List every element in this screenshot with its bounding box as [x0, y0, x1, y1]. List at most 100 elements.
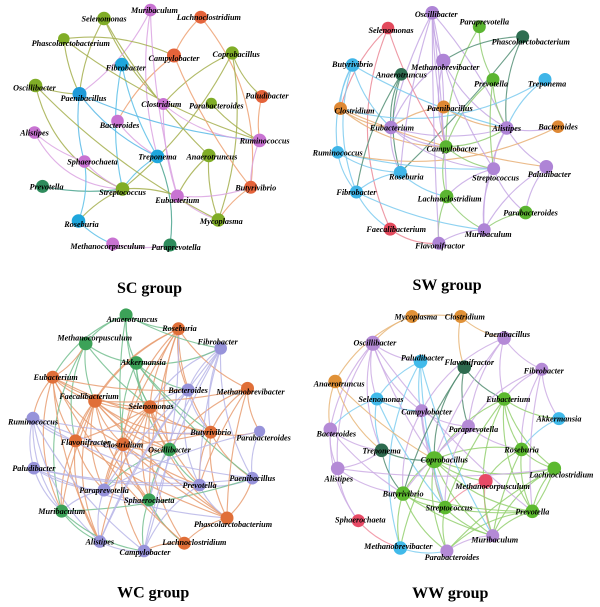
svg-text:Methanobrevibacter: Methanobrevibacter: [410, 63, 480, 72]
svg-text:Campylobacter: Campylobacter: [427, 145, 479, 154]
svg-text:Sphaerochaeta: Sphaerochaeta: [67, 158, 118, 167]
svg-text:Alistipes: Alistipes: [491, 124, 521, 133]
svg-text:Selenomonas: Selenomonas: [368, 26, 413, 35]
svg-text:Butyrivibrio: Butyrivibrio: [331, 60, 373, 69]
svg-text:Ruminococcus: Ruminococcus: [312, 148, 363, 157]
svg-text:Clostridium: Clostridium: [445, 313, 485, 322]
svg-text:Lachnoclostridium: Lachnoclostridium: [161, 538, 226, 547]
svg-text:Eubacterium: Eubacterium: [154, 196, 199, 205]
svg-text:Paludibacter: Paludibacter: [12, 464, 56, 473]
svg-text:Butyrivibrio: Butyrivibrio: [382, 490, 424, 499]
svg-text:Eubacterium: Eubacterium: [485, 395, 530, 404]
svg-text:Methanobrevibacter: Methanobrevibacter: [363, 542, 433, 551]
svg-text:Mycoplasma: Mycoplasma: [199, 217, 243, 226]
svg-text:Paludibacter: Paludibacter: [401, 354, 445, 363]
svg-text:Methanocorpusculum: Methanocorpusculum: [69, 242, 145, 251]
svg-text:Prevotella: Prevotella: [182, 481, 216, 490]
svg-text:Treponema: Treponema: [138, 152, 176, 161]
svg-text:Butyrivibrio: Butyrivibrio: [189, 428, 231, 437]
svg-text:Prevotella: Prevotella: [474, 80, 508, 89]
svg-text:Paludibacter: Paludibacter: [528, 170, 572, 179]
svg-text:Oscillibacter: Oscillibacter: [13, 84, 57, 93]
svg-text:Selenomonas: Selenomonas: [358, 395, 403, 404]
svg-text:Campylobacter: Campylobacter: [401, 408, 453, 417]
svg-text:Methanobrevibacter: Methanobrevibacter: [215, 387, 285, 396]
svg-text:Streptococcus: Streptococcus: [426, 504, 473, 513]
svg-text:Coprobacillus: Coprobacillus: [213, 50, 260, 59]
svg-text:Anaerotruncus: Anaerotruncus: [106, 315, 158, 324]
svg-text:Parabacteroides: Parabacteroides: [425, 553, 480, 562]
svg-text:Faecalibacterium: Faecalibacterium: [58, 392, 119, 401]
svg-text:Paenibacillus: Paenibacillus: [61, 94, 107, 103]
svg-text:Anaerotruncus: Anaerotruncus: [375, 70, 427, 79]
svg-text:Clostridium: Clostridium: [103, 440, 143, 449]
svg-text:Roseburia: Roseburia: [503, 445, 539, 454]
svg-text:Faecalibacterium: Faecalibacterium: [365, 225, 426, 234]
svg-text:Lachnoclostridium: Lachnoclostridium: [417, 195, 482, 204]
svg-text:Parabacteroides: Parabacteroides: [236, 433, 291, 442]
svg-text:WW group: WW group: [412, 585, 488, 602]
svg-text:Bacteroides: Bacteroides: [167, 386, 208, 395]
svg-text:Alistipes: Alistipes: [84, 538, 114, 547]
svg-text:SW group: SW group: [412, 277, 481, 294]
svg-text:Clostridium: Clostridium: [141, 100, 181, 109]
svg-text:Bacteroides: Bacteroides: [99, 121, 140, 130]
svg-text:WC group: WC group: [117, 585, 189, 602]
svg-text:Fibrobacter: Fibrobacter: [105, 64, 147, 73]
svg-text:Lachnoclostridium: Lachnoclostridium: [528, 470, 593, 479]
svg-text:Bacteroides: Bacteroides: [316, 429, 357, 438]
svg-text:Paenibacillus: Paenibacillus: [484, 330, 530, 339]
svg-text:Akkermansia: Akkermansia: [120, 358, 166, 367]
svg-text:Muribaculum: Muribaculum: [464, 230, 512, 239]
svg-text:Butyrivibrio: Butyrivibrio: [234, 183, 276, 192]
svg-text:Prevotella: Prevotella: [29, 182, 63, 191]
svg-text:Oscillibacter: Oscillibacter: [415, 10, 459, 19]
svg-text:Anaerotruncus: Anaerotruncus: [313, 380, 365, 389]
svg-text:Muribaculum: Muribaculum: [470, 536, 518, 545]
svg-text:Campylobacter: Campylobacter: [120, 548, 172, 557]
svg-text:Flavonifractor: Flavonifractor: [444, 358, 495, 367]
svg-text:Paludibacter: Paludibacter: [245, 92, 289, 101]
svg-text:Paraprevotella: Paraprevotella: [460, 18, 510, 27]
svg-text:Ruminococcus: Ruminococcus: [239, 136, 290, 145]
svg-text:Roseburia: Roseburia: [63, 220, 99, 229]
svg-text:Anaerotruncus: Anaerotruncus: [185, 153, 237, 162]
svg-text:Eubacterium: Eubacterium: [369, 124, 414, 133]
svg-text:Roseburia: Roseburia: [388, 172, 424, 181]
svg-text:Paraprevotella: Paraprevotella: [79, 486, 129, 495]
svg-text:Eubacterium: Eubacterium: [33, 373, 78, 382]
svg-text:Sphaerochaeta: Sphaerochaeta: [124, 496, 175, 505]
svg-text:Oscillibacter: Oscillibacter: [354, 338, 398, 347]
svg-text:Methanocorpusculum: Methanocorpusculum: [56, 334, 132, 343]
svg-text:Oscillibacter: Oscillibacter: [148, 446, 192, 455]
svg-text:Prevotella: Prevotella: [515, 507, 549, 516]
svg-text:Muribaculum: Muribaculum: [130, 6, 178, 15]
svg-text:Sphaerochaeta: Sphaerochaeta: [335, 516, 386, 525]
svg-text:Roseburia: Roseburia: [161, 324, 197, 333]
svg-text:Phascolarctobacterium: Phascolarctobacterium: [194, 520, 272, 529]
svg-text:Parabacteroides: Parabacteroides: [503, 209, 558, 218]
svg-text:Fibrobacter: Fibrobacter: [197, 337, 239, 346]
svg-text:Paenibacillus: Paenibacillus: [427, 104, 473, 113]
svg-text:Streptococcus: Streptococcus: [99, 188, 146, 197]
svg-text:Alistipes: Alistipes: [323, 474, 353, 483]
svg-text:SC group: SC group: [117, 280, 182, 297]
svg-text:Phascolarctobacterium: Phascolarctobacterium: [32, 39, 110, 48]
svg-text:Flavonifractor: Flavonifractor: [60, 438, 111, 447]
svg-text:Fibrobacter: Fibrobacter: [335, 188, 377, 197]
svg-text:Paenibacillus: Paenibacillus: [229, 474, 275, 483]
svg-text:Selenomonas: Selenomonas: [128, 402, 173, 411]
svg-text:Treponema: Treponema: [362, 446, 400, 455]
svg-text:Campylobacter: Campylobacter: [149, 54, 201, 63]
svg-text:Fibrobacter: Fibrobacter: [523, 366, 565, 375]
svg-text:Paraprevotella: Paraprevotella: [449, 425, 499, 434]
svg-text:Clostridium: Clostridium: [334, 107, 374, 116]
svg-text:Ruminococcus: Ruminococcus: [7, 417, 58, 426]
svg-text:Alistipes: Alistipes: [19, 129, 49, 138]
svg-text:Parabacteroides: Parabacteroides: [189, 101, 244, 110]
svg-text:Akkermansia: Akkermansia: [535, 415, 581, 424]
svg-text:Streptococcus: Streptococcus: [472, 174, 519, 183]
svg-text:Flavonifractor: Flavonifractor: [414, 241, 465, 250]
svg-text:Mycoplasma: Mycoplasma: [394, 313, 438, 322]
svg-text:Coprobacillus: Coprobacillus: [421, 456, 468, 465]
